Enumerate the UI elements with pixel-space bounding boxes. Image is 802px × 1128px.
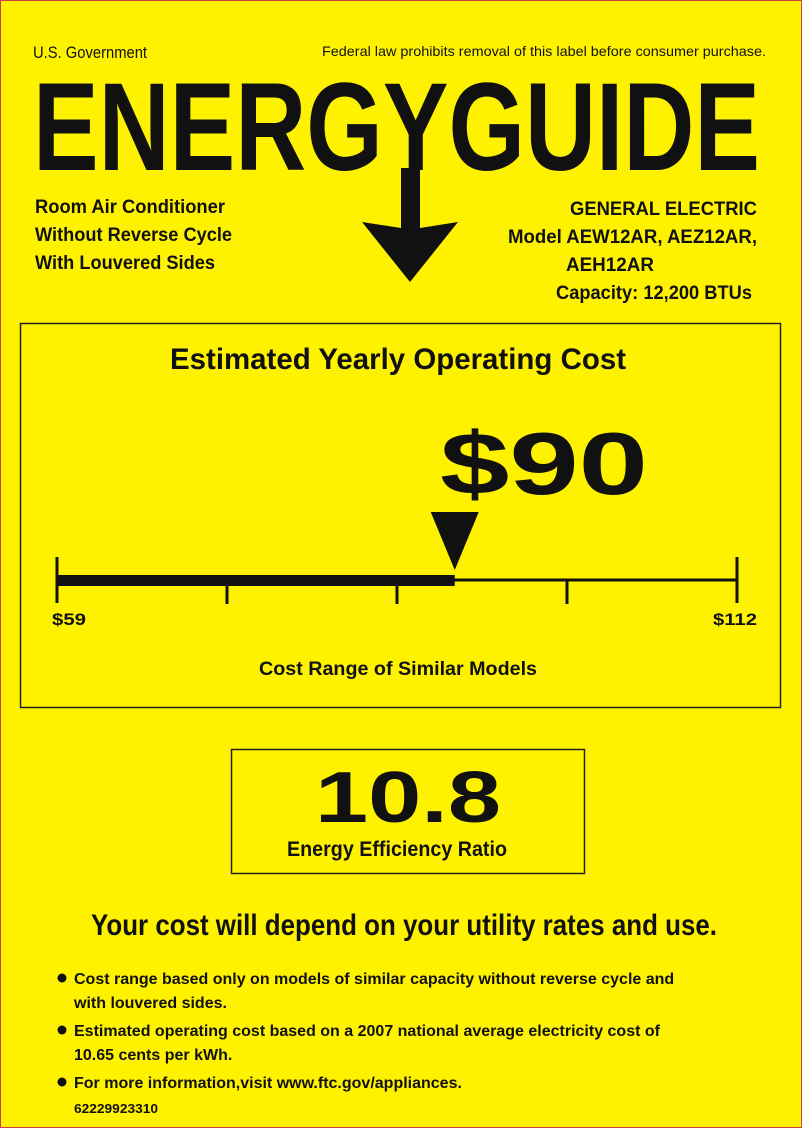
title: ENERGYGUIDE (33, 58, 760, 197)
cost-box (19, 322, 782, 709)
cost-bar (57, 575, 455, 586)
cost-marker (430, 512, 479, 570)
bullet-text: For more information,visit www.ftc.gov/a… (74, 1075, 462, 1092)
manufacturer-line: GENERAL ELECTRIC (570, 199, 757, 220)
bullet-dot (57, 973, 67, 983)
range-low: $59 (52, 610, 86, 629)
product-line: With Louvered Sides (35, 253, 215, 274)
range-high: $112 (713, 610, 757, 629)
product-line: Without Reverse Cycle (35, 225, 232, 246)
bullet-dot (57, 1025, 67, 1035)
manufacturer-line: AEH12AR (566, 255, 654, 276)
efficiency-label: Energy Efficiency Ratio (287, 838, 507, 861)
bullet-text: 10.65 cents per kWh. (74, 1047, 232, 1064)
cost-scale (55, 512, 739, 604)
title-arrow (362, 168, 458, 282)
government: U.S. Government (33, 43, 147, 62)
efficiency-box (230, 748, 586, 875)
label-code: 62229923310 (74, 1101, 158, 1116)
cost-note: Your cost will depend on your utility ra… (91, 909, 717, 942)
efficiency-value: 10.8 (315, 758, 501, 838)
bullet-text: with louvered sides. (73, 995, 227, 1012)
manufacturer-line: Capacity: 12,200 BTUs (556, 283, 752, 304)
range-caption: Cost Range of Similar Models (259, 659, 537, 680)
bullet-text: Estimated operating cost based on a 2007… (74, 1023, 661, 1040)
notice: Federal law prohibits removal of this la… (322, 43, 766, 59)
manufacturer-line: Model AEW12AR, AEZ12AR, (508, 227, 757, 248)
product-line: Room Air Conditioner (35, 197, 226, 218)
bullet-text: Cost range based only on models of simil… (74, 971, 674, 988)
cost-estimate: $90 (440, 414, 648, 513)
bullet-dot (57, 1077, 67, 1087)
cost-heading: Estimated Yearly Operating Cost (170, 343, 626, 376)
bullet-list: Cost range based only on models of simil… (57, 971, 674, 1092)
